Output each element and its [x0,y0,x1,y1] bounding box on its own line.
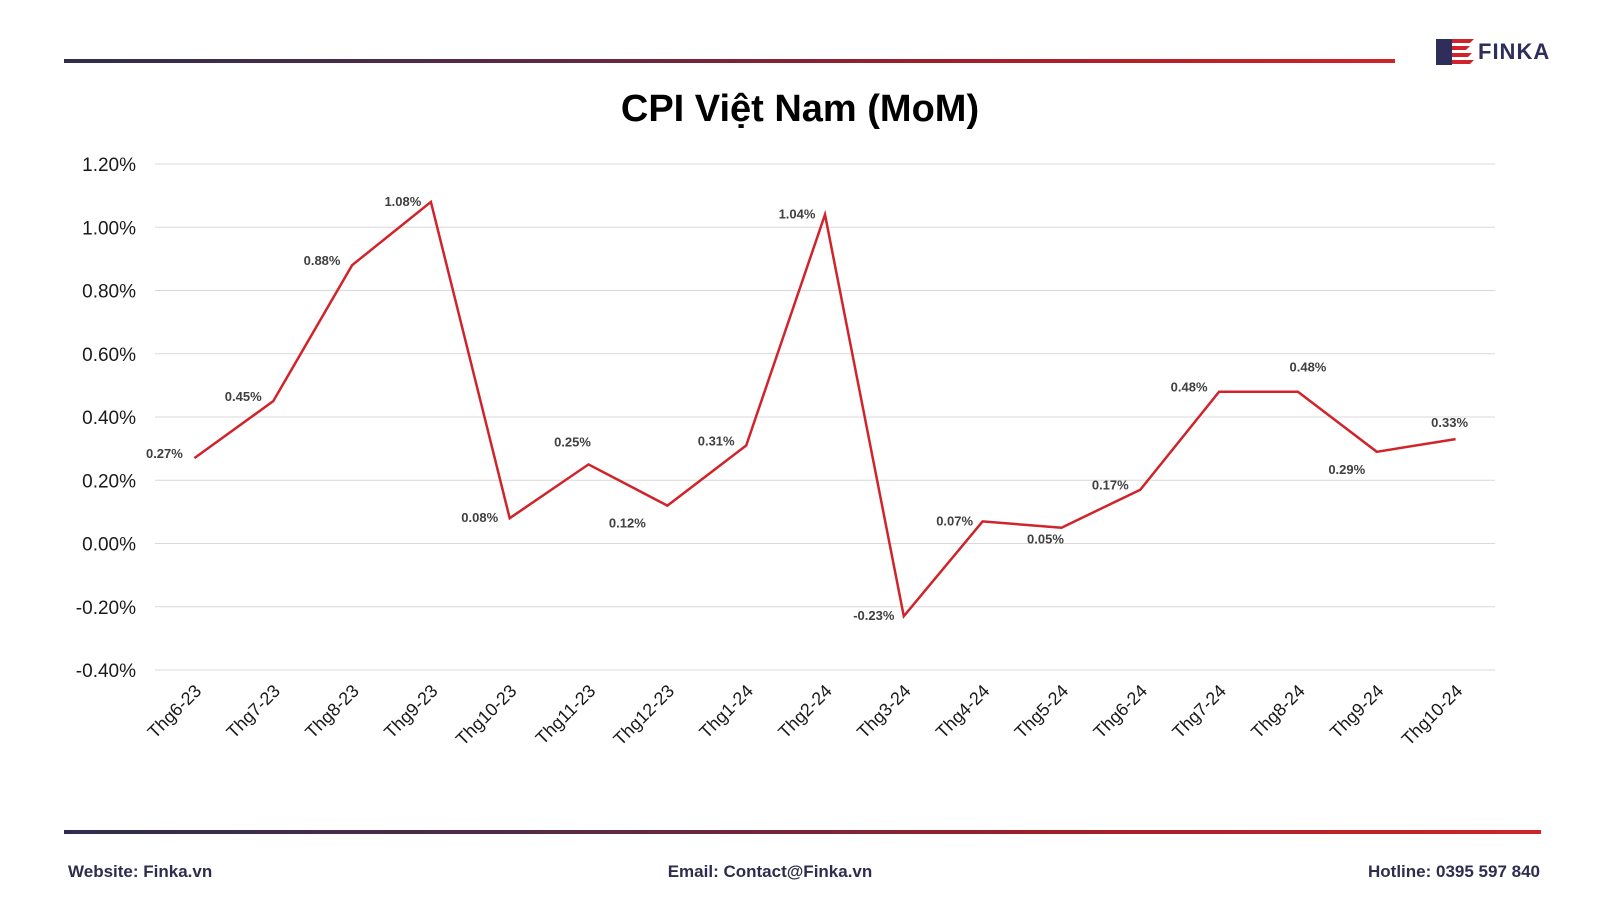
bottom-divider [64,830,1541,834]
y-tick-label: 0.60% [82,345,136,366]
data-label: 1.08% [384,194,421,209]
data-label: 0.33% [1431,415,1468,430]
data-label: 0.07% [936,513,973,528]
y-tick-label: 1.20% [82,155,136,176]
y-tick-label: 0.20% [82,471,136,492]
x-tick-label: Thg5-24 [1011,681,1073,743]
x-tick-label: Thg9-23 [380,681,442,743]
top-divider [64,59,1395,63]
data-label: 0.12% [609,516,646,531]
data-label: 0.25% [554,434,591,449]
x-tick-label: Thg12-23 [610,681,679,750]
footer-hotline[interactable]: Hotline: 0395 597 840 [1368,862,1540,881]
data-label: 0.45% [225,389,262,404]
x-tick-label: Thg9-24 [1326,681,1388,743]
data-label: 0.08% [461,510,498,525]
series-line [193,199,1456,620]
data-label: 0.17% [1092,478,1129,493]
data-label: 0.48% [1171,380,1208,395]
y-tick-label: -0.20% [76,598,136,619]
y-tick-label: 0.80% [82,282,136,303]
x-tick-label: Thg8-23 [301,681,363,743]
y-tick-label: 0.40% [82,408,136,429]
x-tick-label: Thg7-23 [223,681,285,743]
finka-logo: FINKA [1436,36,1550,68]
x-tick-label: Thg7-24 [1168,681,1230,743]
x-tick-label: Thg2-24 [774,681,836,743]
x-tick-label: Thg8-24 [1247,681,1309,743]
y-tick-label: 1.00% [82,218,136,239]
data-label: 0.27% [146,446,183,461]
data-label: 0.29% [1328,462,1365,477]
data-label: 0.05% [1027,532,1064,547]
data-label: 0.48% [1290,360,1327,375]
x-tick-label: Thg1-24 [695,681,757,743]
x-tick-label: Thg10-24 [1398,681,1467,750]
x-tick-label: Thg6-23 [144,681,206,743]
logo-text: FINKA [1478,39,1551,64]
x-tick-label: Thg10-23 [452,681,521,750]
data-label: -0.23% [853,608,895,623]
footer-email[interactable]: Email: Contact@Finka.vn [667,862,873,881]
data-label: 1.04% [779,207,816,222]
chart-title: CPI Việt Nam (MoM) [620,88,980,130]
data-label: 0.31% [698,433,735,448]
data-label: 0.88% [304,253,341,268]
x-tick-label: Thg4-24 [932,681,994,743]
x-tick-label: Thg11-23 [532,681,600,749]
line-chart: 1.20% 1.00% 0.80% 0.60% 0.40% 0.20% 0.00% -0.20… [76,155,1495,750]
y-tick-label: 0.00% [82,535,136,556]
logo-mark-icon [1436,39,1474,65]
footer-website[interactable]: Website: Finka.vn [68,862,213,881]
x-tick-label: Thg3-24 [853,681,915,743]
y-tick-label: -0.40% [76,661,136,682]
x-tick-label: Thg6-24 [1090,681,1152,743]
